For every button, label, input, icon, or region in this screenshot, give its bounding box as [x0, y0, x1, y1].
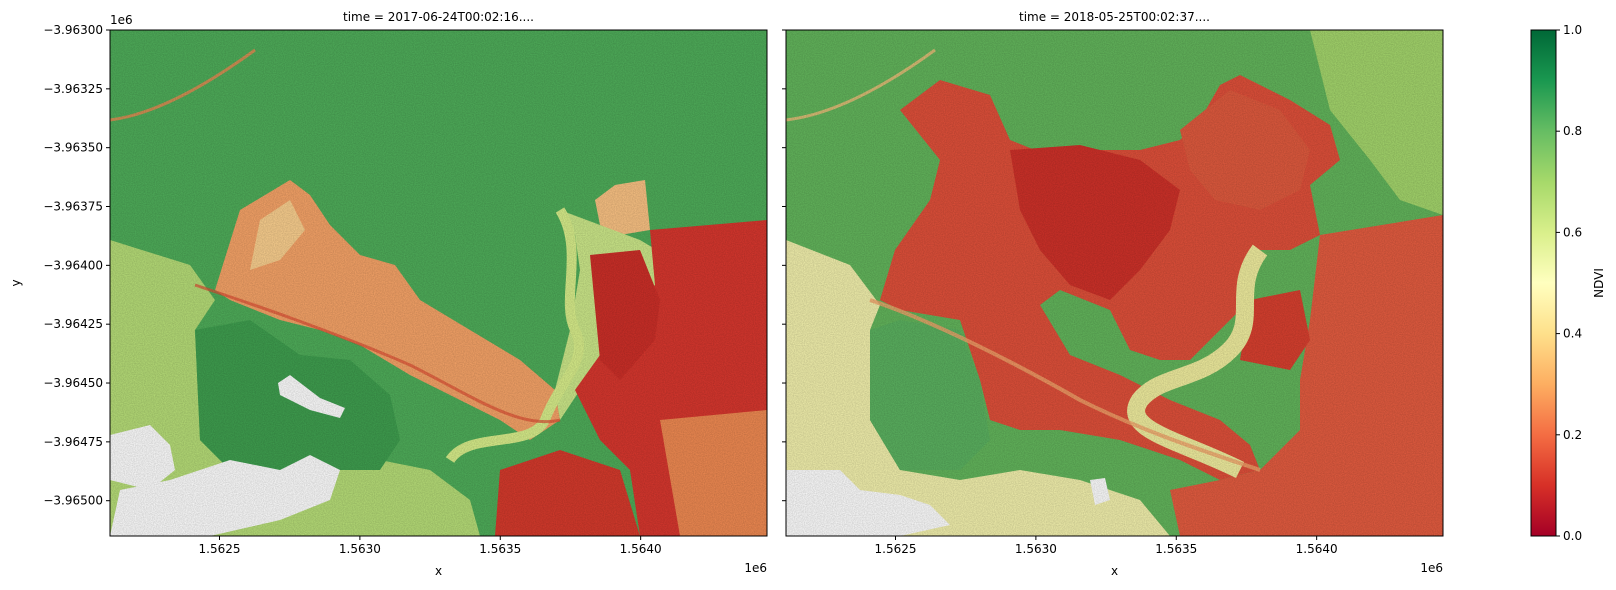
y-axis-label: y [9, 279, 23, 286]
ndvi-raster-2018 [786, 30, 1443, 536]
x-tick-label: 1.5640 [1296, 542, 1338, 556]
colorbar-tick-label: 0.4 [1563, 327, 1582, 341]
colorbar-tick-label: 0.8 [1563, 124, 1582, 138]
panel-title-2018: time = 2018-05-25T00:02:37.... [1019, 10, 1210, 24]
y-tick-label: −3.96325 [43, 82, 103, 96]
y-tick-label: −3.96500 [43, 494, 103, 508]
panel-title-2017: time = 2017-06-24T00:02:16.... [343, 10, 534, 24]
y-tick-label: −3.96400 [43, 258, 103, 272]
x-axis-label-2017: x [435, 564, 442, 578]
x-tick-label: 1.5625 [875, 542, 917, 556]
x-tick-label: 1.5630 [1015, 542, 1057, 556]
y-tick-label: −3.96300 [43, 23, 103, 37]
x-tick-label: 1.5640 [620, 542, 662, 556]
y-tick-label: −3.96425 [43, 317, 103, 331]
colorbar-tick-label: 0.0 [1563, 529, 1582, 543]
panel-2017: time = 2017-06-24T00:02:16.... x y 1e6 1… [9, 10, 768, 578]
x-offset-label-2017: 1e6 [744, 561, 767, 575]
x-ticks-2017: 1.5625 1.5630 1.5635 1.5640 [199, 536, 662, 556]
y-tick-label: −3.96475 [43, 435, 103, 449]
colorbar-tick-label: 0.2 [1563, 428, 1582, 442]
x-tick-label: 1.5625 [199, 542, 241, 556]
panel-2018: time = 2018-05-25T00:02:37.... x 1e6 1.5… [782, 10, 1444, 578]
axes-frame-2018 [785, 29, 1444, 537]
colorbar: 0.0 0.2 0.4 0.6 0.8 1.0 NDVI [1530, 23, 1606, 543]
colorbar-label: NDVI [1592, 268, 1606, 298]
y-ticks-2018 [782, 29, 786, 502]
x-axis-label-2018: x [1111, 564, 1118, 578]
colorbar-tick-label: 1.0 [1563, 23, 1582, 37]
x-tick-label: 1.5630 [339, 542, 381, 556]
colorbar-ticks: 0.0 0.2 0.4 0.6 0.8 1.0 [1556, 23, 1582, 543]
x-offset-label-2018: 1e6 [1420, 561, 1443, 575]
x-ticks-2018: 1.5625 1.5630 1.5635 1.5640 [875, 536, 1338, 556]
y-offset-label: 1e6 [110, 13, 133, 27]
y-tick-label: −3.96375 [43, 200, 103, 214]
y-ticks-2017: −3.96300 −3.96325 −3.96350 −3.96375 −3.96400… [43, 23, 110, 508]
y-tick-label: −3.96350 [43, 141, 103, 155]
colorbar-tick-label: 0.6 [1563, 225, 1582, 239]
y-tick-label: −3.96450 [43, 376, 103, 390]
axes-frame-2017 [109, 29, 768, 537]
x-tick-label: 1.5635 [479, 542, 521, 556]
x-tick-label: 1.5635 [1155, 542, 1197, 556]
ndvi-raster-2017 [110, 30, 767, 536]
colorbar-body [1530, 29, 1557, 537]
